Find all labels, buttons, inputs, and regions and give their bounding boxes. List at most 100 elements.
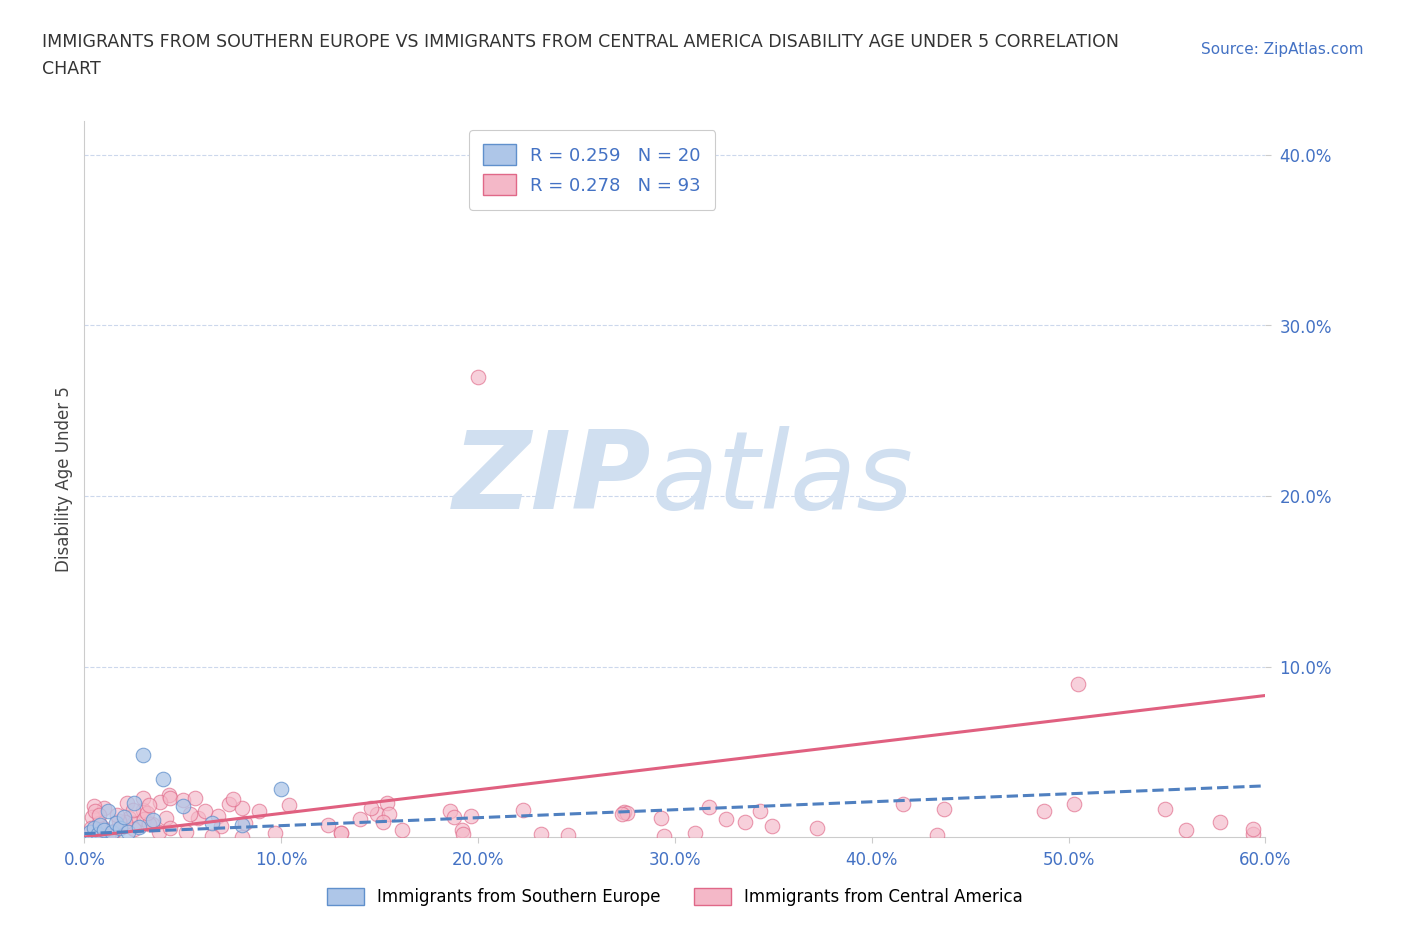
Point [159,790,181,805]
Legend: R = 0.259   N = 20, R = 0.278   N = 93: R = 0.259 N = 20, R = 0.278 N = 93 [470,130,716,209]
Point [172,799,194,814]
Point [330,826,353,841]
Point [183,790,205,805]
Point [610,806,633,821]
Text: CHART: CHART [42,60,101,78]
Point [136,805,159,820]
Point [101,825,124,840]
Point [79,825,101,840]
Point [439,804,461,818]
Point [157,788,180,803]
Point [174,824,197,839]
Point [134,812,156,827]
Point [391,822,413,837]
Point [87,826,110,841]
Point [927,828,949,843]
Point [82,810,104,825]
Point [122,821,145,836]
Point [330,825,353,840]
Point [231,801,253,816]
Point [451,822,474,837]
Point [97,804,120,819]
Point [650,810,672,825]
Point [231,830,253,844]
Text: IMMIGRANTS FROM SOUTHERN EUROPE VS IMMIGRANTS FROM CENTRAL AMERICA DISABILITY AG: IMMIGRANTS FROM SOUTHERN EUROPE VS IMMIG… [42,33,1119,50]
Point [222,791,245,806]
Point [121,803,143,817]
Point [108,821,131,836]
Point [263,825,285,840]
Point [117,796,139,811]
Point [117,825,139,840]
Point [83,821,105,836]
Point [112,809,135,824]
Point [207,808,229,823]
Point [141,817,163,831]
Point [934,802,956,817]
Point [104,816,127,830]
Text: Source: ZipAtlas.com: Source: ZipAtlas.com [1201,42,1364,57]
Point [159,820,181,835]
Point [83,829,105,844]
Point [87,807,110,822]
Text: ZIP: ZIP [453,426,651,532]
Point [187,811,209,826]
Point [235,816,257,830]
Point [128,819,150,834]
Y-axis label: Disability Age Under 5: Disability Age Under 5 [55,386,73,572]
Point [366,807,388,822]
Point [634,148,657,163]
Point [149,794,172,809]
Point [101,826,124,841]
Point [530,827,553,842]
Point [1241,821,1264,836]
Point [360,801,382,816]
Point [231,817,253,832]
Point [152,772,174,787]
Point [172,792,194,807]
Point [761,819,783,834]
Point [697,800,720,815]
Point [132,790,155,805]
Point [122,795,145,810]
Point [107,807,129,822]
Point [557,828,579,843]
Point [512,803,534,817]
Text: atlas: atlas [651,427,912,531]
Point [138,798,160,813]
Point [377,806,399,821]
Point [93,823,115,838]
Point [613,804,636,819]
Point [93,801,115,816]
Point [806,820,828,835]
Point [270,782,292,797]
Point [652,829,675,844]
Point [142,813,165,828]
Point [108,814,131,829]
Point [179,806,201,821]
Point [443,809,465,824]
Point [714,812,737,827]
Point [349,812,371,827]
Point [114,815,136,830]
Point [131,803,153,817]
Point [891,797,914,812]
Point [247,804,270,818]
Point [201,829,224,844]
Point [1063,797,1085,812]
Point [83,799,105,814]
Point [734,815,756,830]
Point [84,804,107,818]
Point [467,369,489,384]
Point [93,820,115,835]
Point [1241,826,1264,841]
Point [1153,802,1175,817]
Point [89,817,111,832]
Point [316,817,339,832]
Point [97,829,120,844]
Point [375,796,398,811]
Point [1174,822,1197,837]
Point [616,805,638,820]
Point [683,826,706,841]
Point [194,804,217,818]
